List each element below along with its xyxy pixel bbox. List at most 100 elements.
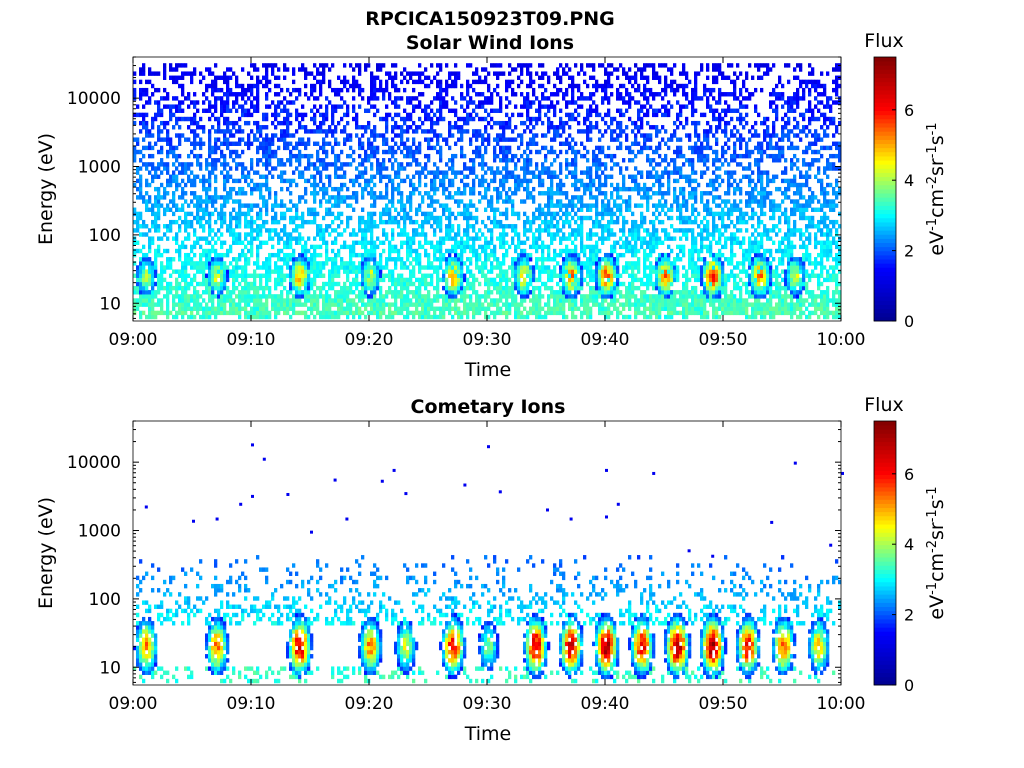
flux-cell <box>466 112 470 118</box>
flux-cell <box>508 100 512 105</box>
flux-cell <box>328 67 332 72</box>
flux-cell <box>334 298 338 303</box>
flux-cell <box>139 71 143 76</box>
flux-cell <box>472 273 476 278</box>
flux-cell <box>454 269 458 274</box>
flux-cell <box>439 236 443 241</box>
flux-cell <box>532 294 536 299</box>
flux-cell <box>361 269 365 274</box>
flux-cell <box>574 63 578 68</box>
flux-cell <box>268 294 272 299</box>
flux-cell <box>175 166 179 171</box>
flux-cell <box>205 314 209 320</box>
flux-cell <box>343 112 347 118</box>
flux-cell <box>484 294 488 299</box>
flux-cell <box>430 298 434 303</box>
flux-cell <box>274 261 278 266</box>
flux-cell <box>385 112 389 118</box>
flux-cell <box>196 195 200 200</box>
flux-cell <box>340 87 344 93</box>
flux-cell <box>163 166 167 171</box>
flux-cell <box>274 310 278 316</box>
flux-cell <box>574 228 578 233</box>
flux-cell <box>151 310 155 316</box>
flux-cell <box>418 149 422 155</box>
flux-cell <box>289 257 293 262</box>
flux-cell <box>169 261 173 266</box>
flux-cell <box>241 277 245 283</box>
flux-cell <box>271 228 275 233</box>
flux-cell <box>301 294 305 299</box>
flux-cell <box>355 240 359 245</box>
flux-cell <box>169 219 173 225</box>
flux-cell <box>379 170 383 175</box>
flux-cell <box>289 162 293 167</box>
flux-cell <box>256 265 260 270</box>
flux-cell <box>271 244 275 250</box>
flux-cell <box>151 83 155 89</box>
flux-cell <box>274 112 278 118</box>
flux-cell <box>463 228 467 233</box>
flux-cell <box>322 285 326 291</box>
flux-cell <box>412 137 416 142</box>
flux-cell <box>271 219 275 225</box>
flux-cell <box>379 67 383 72</box>
flux-cell <box>208 108 212 113</box>
flux-cell <box>157 236 161 241</box>
flux-cell <box>349 257 353 262</box>
flux-cell <box>514 174 518 179</box>
flux-cell <box>445 195 449 200</box>
flux-cell <box>451 125 455 130</box>
flux-cell <box>235 285 239 291</box>
flux-cell <box>154 186 158 192</box>
flux-cell <box>199 199 203 204</box>
flux-cell <box>208 269 212 274</box>
flux-cell <box>454 310 458 316</box>
flux-cell <box>433 129 437 134</box>
flux-cell <box>226 178 230 184</box>
flux-cell <box>406 125 410 130</box>
flux-cell <box>205 96 209 101</box>
flux-cell <box>481 92 485 97</box>
flux-cell <box>196 158 200 163</box>
flux-cell <box>478 265 482 270</box>
flux-cell <box>373 257 377 262</box>
flux-cell <box>139 79 143 85</box>
flux-cell <box>391 248 395 254</box>
flux-cell <box>397 277 401 283</box>
flux-cell <box>430 178 434 184</box>
flux-cell <box>259 186 263 192</box>
flux-cell <box>139 273 143 278</box>
flux-cell <box>559 203 563 208</box>
flux-cell <box>424 306 428 311</box>
flux-cell <box>412 248 416 254</box>
flux-cell <box>172 125 176 130</box>
flux-cell <box>160 281 164 287</box>
flux-cell <box>256 257 260 262</box>
flux-cell <box>322 236 326 241</box>
flux-cell <box>352 261 356 266</box>
flux-cell <box>313 219 317 225</box>
flux-cell <box>286 112 290 118</box>
flux-cell <box>352 265 356 270</box>
flux-cell <box>139 166 143 171</box>
flux-cell <box>205 211 209 217</box>
flux-cell <box>538 306 542 311</box>
flux-cell <box>274 203 278 208</box>
flux-cell <box>136 112 140 118</box>
flux-cell <box>166 265 170 270</box>
flux-cell <box>508 174 512 179</box>
flux-cell <box>406 153 410 159</box>
flux-cell <box>442 236 446 241</box>
flux-cell <box>571 314 575 320</box>
flux-cell <box>172 314 176 320</box>
flux-cell <box>316 153 320 159</box>
flux-cell <box>376 298 380 303</box>
flux-cell <box>304 294 308 299</box>
flux-cell <box>364 67 368 72</box>
flux-cell <box>142 281 146 287</box>
flux-cell <box>172 75 176 80</box>
flux-cell <box>388 96 392 101</box>
flux-cell <box>259 215 263 221</box>
flux-cell <box>541 314 545 320</box>
